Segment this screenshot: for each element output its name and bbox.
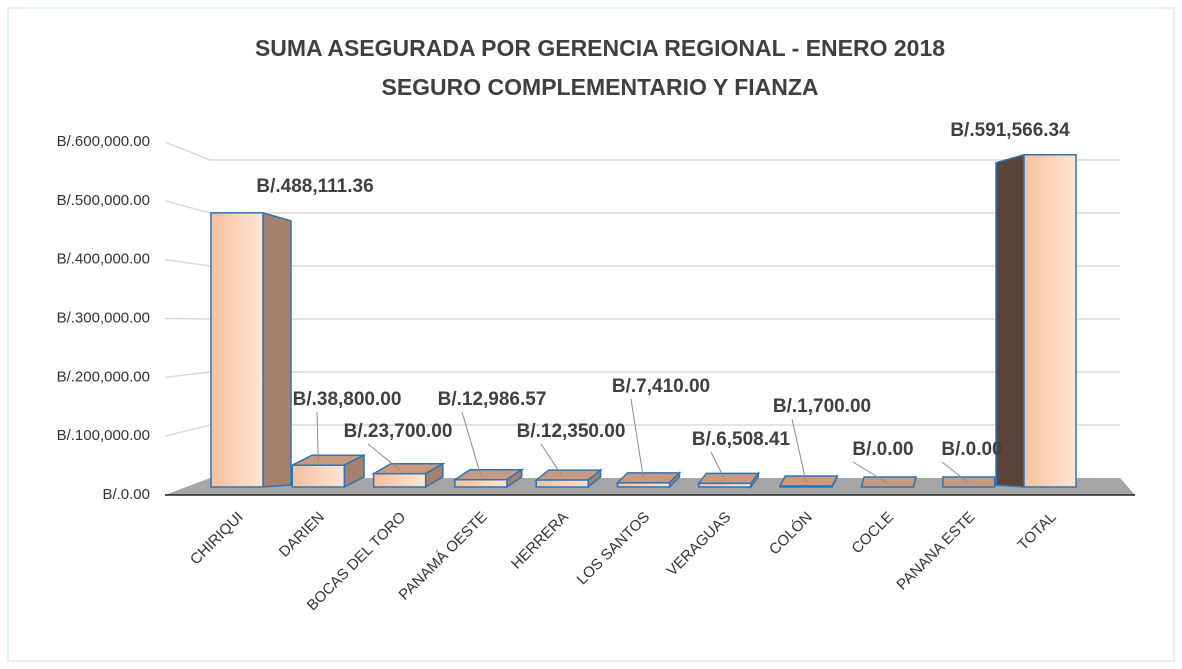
data-label: B/.12,986.57 (438, 389, 547, 410)
leader-line (461, 411, 482, 476)
bar (452, 468, 525, 489)
chart-frame (7, 7, 1175, 662)
leader-line (941, 461, 970, 484)
bar (370, 462, 446, 489)
grid-line (164, 141, 1120, 161)
leader-line (852, 461, 888, 484)
y-tick-label: B/.600,000.00 (57, 133, 150, 150)
bar-top (778, 475, 839, 487)
bar (534, 468, 603, 489)
data-label: B/.488,111.36 (256, 176, 373, 197)
data-label: B/.23,700.00 (344, 421, 453, 442)
bar-top (941, 476, 996, 488)
y-tick-label: B/.100,000.00 (57, 427, 150, 444)
bar-top (697, 472, 760, 485)
bar-front (779, 485, 833, 488)
data-label: B/.0.00 (941, 439, 1002, 460)
bar-front (372, 472, 427, 488)
leader-line (540, 443, 563, 477)
data-label: B/.38,800.00 (293, 389, 402, 410)
bar-front (698, 482, 752, 488)
bar-front (1023, 153, 1077, 488)
bar-front (291, 464, 346, 488)
bar-side (995, 153, 1025, 488)
data-label: B/.0.00 (852, 439, 913, 460)
leader-line (630, 398, 644, 479)
leader-line (791, 418, 807, 483)
leader-line (710, 451, 726, 480)
data-label: B/.7,410.00 (612, 376, 710, 397)
bar-front (454, 478, 508, 488)
bar (210, 211, 292, 488)
bar-side (262, 211, 292, 488)
chart-subtitle: SEGURO COMPLEMENTARIO Y FIANZA (381, 74, 818, 100)
chart-title: SUMA ASEGURADA POR GERENCIA REGIONAL - E… (255, 35, 945, 61)
grid-line (164, 317, 1120, 320)
bar-side (912, 476, 917, 488)
bar (995, 153, 1077, 488)
bar (778, 475, 839, 488)
leader-line (316, 411, 319, 462)
bar-front (535, 479, 589, 488)
bar (615, 471, 682, 489)
leader-line (367, 443, 400, 471)
data-label: B/.591,566.34 (950, 120, 1070, 141)
bar (860, 476, 918, 488)
data-label: B/.1,700.00 (773, 396, 871, 417)
data-label: B/.12,350.00 (517, 421, 626, 442)
bar-top (860, 476, 918, 488)
y-tick-label: B/.400,000.00 (57, 251, 150, 268)
grid-line (164, 258, 1120, 267)
y-tick-label: B/.300,000.00 (57, 309, 150, 326)
y-tick-label: B/.200,000.00 (57, 368, 150, 385)
bar (291, 453, 365, 489)
bar-front (616, 482, 671, 488)
bar (697, 471, 760, 490)
bar (941, 476, 996, 488)
grid-line (164, 424, 1120, 437)
data-label: B/.6,508.41 (692, 429, 791, 450)
y-tick-label: B/.0.00 (102, 486, 150, 503)
y-tick-label: B/.500,000.00 (57, 192, 150, 209)
grid-line (164, 371, 1120, 379)
grid-line (164, 200, 1120, 214)
bar-front (210, 212, 264, 488)
